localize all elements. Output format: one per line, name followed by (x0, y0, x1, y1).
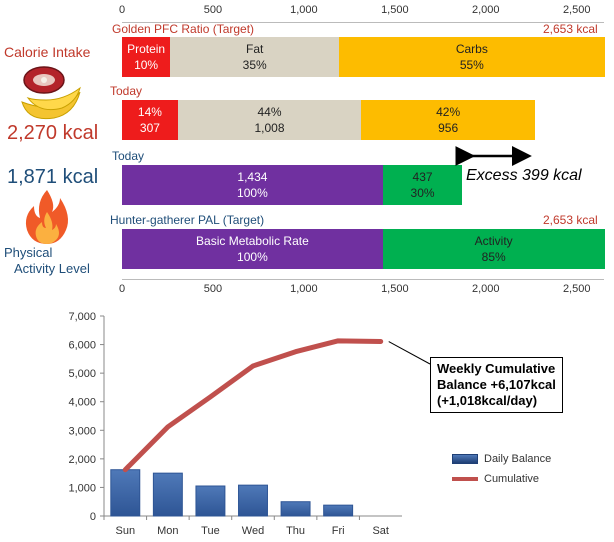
y-tick-label: 1,000 (68, 482, 96, 494)
pal-label-line2: Activity Level (14, 261, 90, 276)
axis-tick-label: 1,500 (381, 283, 409, 295)
segment-label: Carbs (455, 42, 488, 56)
row-total-target-pfc: 2,653 kcal (543, 22, 598, 36)
weekly-callout: Weekly Cumulative Balance +6,107kcal (+1… (430, 357, 563, 413)
axis-tick-label: 2,500 (562, 283, 591, 295)
y-tick-label: 2,000 (68, 454, 96, 466)
bar-segment-activity: Activity 85% (382, 229, 605, 269)
y-tick-label: 6,000 (68, 340, 96, 352)
y-tick-label: 4,000 (68, 397, 96, 409)
bar-daily-thu (280, 501, 311, 517)
legend-label-cumulative: Cumulative (484, 473, 540, 485)
x-tick-label: Fri (332, 525, 345, 537)
segment-label: 1,434 (237, 170, 268, 184)
axis-tick-label: 500 (203, 283, 223, 295)
x-tick-label: Tue (201, 525, 220, 537)
row-total-target-pal: 2,653 kcal (543, 213, 598, 227)
y-tick-label: 5,000 (68, 368, 96, 380)
callout-line-2: Balance +6,107kcal (437, 377, 556, 392)
axis-tick-label: 2,000 (472, 283, 500, 295)
axis-tick-label: 1,000 (290, 4, 318, 16)
bottom-axis-line (122, 279, 604, 280)
pal-label-line1: Physical (4, 245, 53, 260)
bar-daily-mon (152, 472, 183, 517)
segment-label: 437 (412, 170, 433, 184)
spent-value: 1,871 kcal (7, 166, 99, 188)
segment-value: 307 (139, 121, 160, 135)
calorie-intake-value: 2,270 kcal (7, 122, 99, 144)
bar-segment-bmr: Basic Metabolic Rate 100% (122, 229, 383, 269)
segment-value: 30% (410, 186, 435, 200)
x-tick-label: Wed (242, 525, 264, 537)
bar-segment-carbs: Carbs 55% (339, 37, 605, 77)
segment-label: Protein (127, 42, 166, 56)
bar-segment-protein: Protein 10% (122, 37, 171, 77)
legend-cumulative: Cumulative (452, 473, 539, 485)
axis-tick-label: 2,000 (472, 4, 500, 16)
bar-segment-carbs: 42% 956 (361, 100, 536, 140)
row-title-today-intake: Today (110, 84, 143, 98)
callout-line-3: (+1,018kcal/day) (437, 393, 538, 408)
row-title-today-spent: Today (112, 149, 145, 163)
bar-daily-wed (238, 484, 268, 517)
segment-value: 1,008 (254, 121, 285, 135)
x-tick-label: Sun (115, 525, 135, 537)
axis-tick-label: 500 (203, 4, 223, 16)
flame-icon (25, 190, 68, 244)
segment-label: Fat (246, 42, 264, 56)
bar-daily-tue (195, 485, 226, 517)
axis-tick-label: 1,000 (290, 283, 318, 295)
segment-label: 14% (137, 105, 162, 119)
legend-swatch-daily (452, 454, 478, 464)
segment-value: 85% (481, 250, 506, 264)
x-tick-label: Thu (286, 525, 305, 537)
excess-label: Excess 399 kcal (466, 167, 582, 184)
callout-line-1: Weekly Cumulative (437, 361, 556, 376)
cumulative-line (122, 338, 384, 473)
top-axis-line (122, 22, 604, 23)
meat-and-banana-icon (21, 66, 81, 120)
segment-label: 44% (257, 105, 282, 119)
segment-label: Basic Metabolic Rate (196, 234, 309, 248)
axis-tick-label: 0 (118, 4, 126, 16)
bar-daily-fri (323, 504, 354, 517)
legend-daily-balance: Daily Balance (452, 453, 551, 465)
legend-label-daily: Daily Balance (484, 453, 552, 465)
segment-value: 100% (237, 250, 268, 264)
y-tick-label: 0 (90, 511, 96, 523)
x-tick-label: Mon (157, 525, 178, 537)
x-tick-label: Sat (372, 525, 389, 537)
segment-value: 55% (459, 58, 484, 72)
axis-tick-label: 0 (118, 283, 126, 295)
calorie-intake-label: Calorie Intake (4, 44, 91, 60)
bar-daily-sun (110, 469, 141, 517)
bar-segment-activity: 437 30% (382, 165, 463, 205)
legend-swatch-cumulative (452, 477, 478, 481)
segment-value: 35% (242, 58, 267, 72)
weekly-balance-chart: 0 1,000 2,000 3,000 4,000 5,000 6,000 7,000 Sun M… (68, 311, 431, 537)
axis-tick-label: 1,500 (381, 4, 409, 16)
segment-label: 42% (436, 105, 461, 119)
bar-segment-bmr: 1,434 100% (122, 165, 383, 205)
row-title-target-pfc: Golden PFC Ratio (Target) (112, 22, 255, 36)
bar-segment-fat: Fat 35% (170, 37, 340, 77)
row-title-target-pal: Hunter-gatherer PAL (Target) (110, 213, 265, 227)
segment-value: 10% (134, 58, 159, 72)
segment-value: 956 (438, 121, 459, 135)
segment-value: 100% (237, 186, 268, 200)
bar-segment-fat: 44% 1,008 (177, 100, 362, 140)
y-tick-label: 3,000 (68, 425, 96, 437)
y-tick-label: 7,000 (68, 311, 96, 323)
axis-tick-label: 2,500 (562, 4, 591, 16)
bar-segment-protein: 14% 307 (122, 100, 178, 140)
callout-pointer (388, 341, 431, 365)
segment-label: Activity (474, 234, 513, 248)
